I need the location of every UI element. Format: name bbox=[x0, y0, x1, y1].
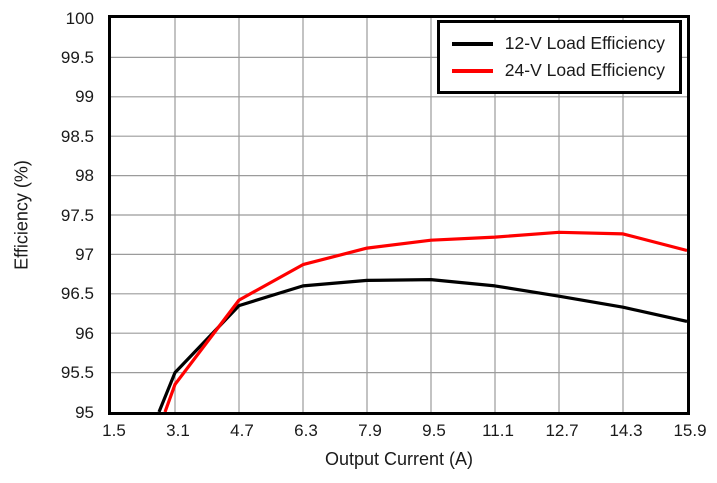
plot-area: 12-V Load Efficiency 24-V Load Efficienc… bbox=[108, 15, 690, 415]
y-tick-label: 99 bbox=[75, 87, 94, 107]
y-tick-label: 97 bbox=[75, 244, 94, 264]
x-axis-title: Output Current (A) bbox=[324, 449, 474, 469]
x-tick-label: 1.5 bbox=[102, 421, 126, 440]
x-tick-label: 7.9 bbox=[358, 421, 382, 440]
y-tick-label: 95 bbox=[75, 402, 94, 422]
legend-label-24v: 24-V Load Efficiency bbox=[504, 60, 665, 80]
x-tick-label: 12.7 bbox=[545, 421, 579, 440]
legend-item-24v: 24-V Load Efficiency bbox=[451, 57, 665, 84]
y-axis-tick-labels: 95 95.5 96 96.5 97 97.5 98 98.5 99 99.5 100 bbox=[0, 9, 102, 422]
y-tick-label: 97.5 bbox=[60, 205, 94, 225]
legend-item-12v: 12-V Load Efficiency bbox=[451, 30, 665, 57]
series-line-24v bbox=[163, 230, 687, 412]
legend-label-12v: 12-V Load Efficiency bbox=[504, 33, 665, 53]
x-tick-label: 9.5 bbox=[422, 421, 446, 440]
series-line-12v bbox=[157, 278, 687, 412]
legend: 12-V Load Efficiency 24-V Load Efficienc… bbox=[436, 20, 682, 94]
x-axis-tick-labels: 1.5 3.1 4.7 6.3 7.9 9.5 11.1 12.7 14.3 15.9 bbox=[102, 421, 706, 443]
y-tick-label: 96 bbox=[75, 323, 94, 343]
y-tick-label: 98.5 bbox=[60, 126, 94, 146]
y-tick-label: 95.5 bbox=[60, 363, 94, 383]
y-tick-label: 98 bbox=[75, 166, 94, 186]
x-tick-label: 14.3 bbox=[609, 421, 643, 440]
y-axis-title: Efficiency (%) bbox=[11, 160, 32, 270]
legend-line-sample-12v bbox=[451, 41, 493, 46]
legend-line-sample-24v bbox=[451, 68, 493, 73]
x-tick-label: 3.1 bbox=[166, 421, 190, 440]
y-tick-label: 96.5 bbox=[60, 284, 94, 304]
y-tick-label: 99.5 bbox=[60, 47, 94, 67]
x-tick-label: 11.1 bbox=[482, 421, 514, 440]
y-tick-label: 100 bbox=[65, 8, 94, 28]
x-tick-label: 15.9 bbox=[673, 421, 707, 440]
x-tick-label: 6.3 bbox=[294, 421, 318, 440]
x-tick-label: 4.7 bbox=[230, 421, 254, 440]
